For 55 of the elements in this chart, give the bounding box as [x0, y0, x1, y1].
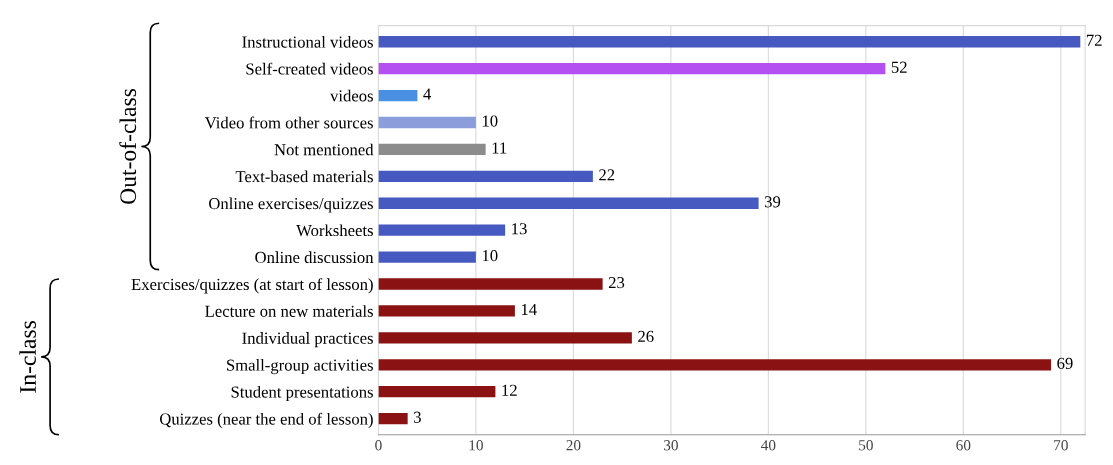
y-tick-label: Video from other sources	[204, 116, 373, 129]
data-label: 12	[502, 384, 517, 396]
y-tick-label: videos	[330, 89, 373, 102]
x-tick-label: 10	[469, 440, 483, 451]
bar	[378, 36, 1081, 48]
bar	[378, 412, 408, 425]
y-tick-label: Small-group activities	[227, 359, 373, 375]
y-tick-label: Text-based materials	[235, 170, 373, 183]
x-tick-label: 60	[956, 440, 971, 451]
bar	[378, 278, 603, 290]
y-tick-label: Instructional videos	[242, 35, 373, 48]
bar	[378, 89, 418, 102]
y-tick-label: Individual practices	[242, 332, 373, 348]
x-tick-label: 30	[663, 440, 678, 451]
y-tick-label: Lecture on new materials	[205, 305, 373, 317]
y-tick-label: Online discussion	[255, 251, 374, 264]
y-tick-label: Not mentioned	[274, 143, 374, 156]
text: Out-of-class	[119, 88, 137, 204]
x-tick-label: 20	[566, 440, 581, 451]
bar	[378, 170, 593, 182]
bar	[378, 63, 886, 75]
y-tick-label: Exercises/quizzes (at start of lesson)	[131, 278, 373, 294]
data-label: 26	[638, 330, 654, 343]
bar	[378, 386, 496, 398]
x-tick-label: 50	[859, 440, 873, 451]
bar	[378, 359, 1052, 371]
bar	[378, 305, 515, 317]
data-label: 11	[492, 142, 507, 154]
bar	[378, 116, 476, 129]
x-tick-label: 0	[375, 440, 382, 451]
data-label: 22	[599, 169, 615, 181]
bar	[378, 332, 632, 344]
data-label: 39	[764, 196, 781, 208]
x-tick-label: 70	[1054, 440, 1068, 451]
y-tick-label: Quizzes (near the end of lesson)	[159, 412, 373, 429]
bar	[378, 224, 506, 236]
data-label: 4	[423, 88, 432, 100]
data-label: 52	[891, 61, 907, 73]
y-tick-label: Online exercises/quizzes	[209, 197, 373, 213]
data-label: 13	[512, 223, 527, 235]
data-label: 14	[521, 303, 537, 315]
y-tick-label: Self-created videos	[246, 62, 373, 75]
data-label: 10	[482, 250, 498, 262]
bar	[378, 143, 486, 156]
x-tick-label: 40	[761, 440, 776, 451]
bar	[378, 197, 759, 209]
data-label: 69	[1057, 357, 1073, 369]
data-label: 72	[1086, 34, 1102, 46]
data-label: 10	[482, 115, 498, 127]
data-label: 23	[608, 276, 625, 289]
data-label: 3	[414, 411, 421, 423]
text: In-class	[19, 321, 36, 393]
bar	[378, 251, 476, 263]
y-tick-label: Student presentations	[231, 385, 373, 402]
y-tick-label: Worksheets	[296, 224, 373, 237]
